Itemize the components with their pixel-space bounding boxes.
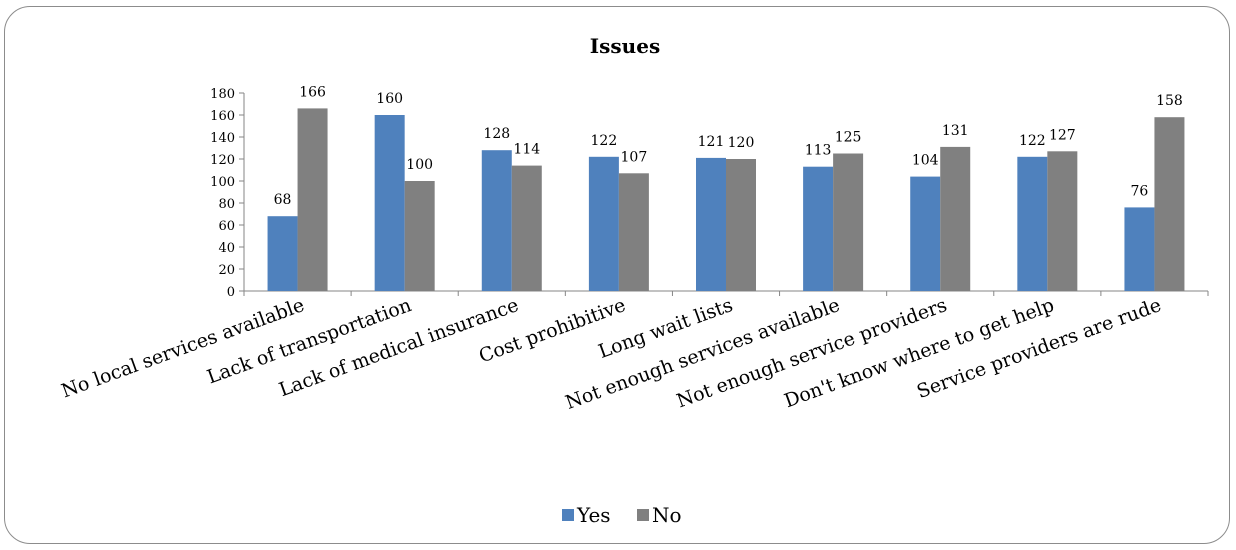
data-label-no: 107 [621,149,648,165]
data-label-no: 100 [406,157,433,173]
data-label-no: 120 [728,135,755,151]
data-label-no: 158 [1156,93,1183,109]
bar-no-8 [1154,117,1185,291]
legend-swatch-no [637,509,649,521]
bar-no-5 [833,153,864,291]
chart-title: Issues [590,34,660,58]
data-label-yes: 104 [912,153,939,169]
bar-yes-0 [267,216,298,291]
y-tick-label: 180 [210,87,235,102]
legend-label-no: No [652,503,682,527]
data-labels: 68 160 128 122 121 113 104 122 76 166 100 114 107 120… [274,84,1183,208]
data-label-yes: 128 [483,126,510,142]
bar-yes-3 [588,156,619,291]
y-tick-label: 40 [218,241,235,256]
bar-yes-1 [374,115,405,291]
legend: Yes No [562,503,682,527]
data-label-yes: 76 [1131,183,1149,199]
data-label-yes: 160 [376,91,403,107]
data-label-yes: 68 [274,192,292,208]
data-label-no: 127 [1049,127,1076,143]
y-tick-label: 120 [210,153,235,168]
y-tick-label: 0 [227,285,235,300]
y-tick-label: 140 [210,131,235,146]
data-label-yes: 122 [1019,133,1046,149]
bar-no-1 [404,181,435,291]
y-tick-label: 160 [210,109,235,124]
legend-swatch-yes [562,509,574,521]
bar-no-3 [618,173,649,291]
bar-no-0 [297,108,328,292]
data-label-no: 125 [835,130,862,146]
bar-yes-8 [1124,207,1155,291]
bar-yes-7 [1017,156,1048,291]
data-label-yes: 113 [805,143,832,159]
data-label-no: 114 [513,142,540,158]
bar-yes-5 [803,166,834,291]
axes: 0 20 40 60 80 100 120 140 160 180 [210,87,1209,300]
bars [267,108,1185,292]
bar-yes-2 [481,150,512,291]
legend-label-yes: Yes [576,503,611,527]
data-label-yes: 122 [591,133,618,149]
bar-no-7 [1047,151,1078,291]
y-tick-label: 100 [210,175,235,190]
data-label-yes: 121 [698,134,725,150]
bar-no-2 [511,165,542,291]
data-label-no: 131 [942,123,969,139]
bar-no-4 [726,159,756,291]
y-tick-label: 20 [218,263,235,278]
data-label-no: 166 [299,84,326,100]
y-tick-label: 80 [218,197,235,212]
y-tick-label: 60 [218,219,235,234]
bar-no-6 [940,146,971,291]
bar-yes-6 [910,176,941,291]
bar-yes-4 [696,157,726,291]
